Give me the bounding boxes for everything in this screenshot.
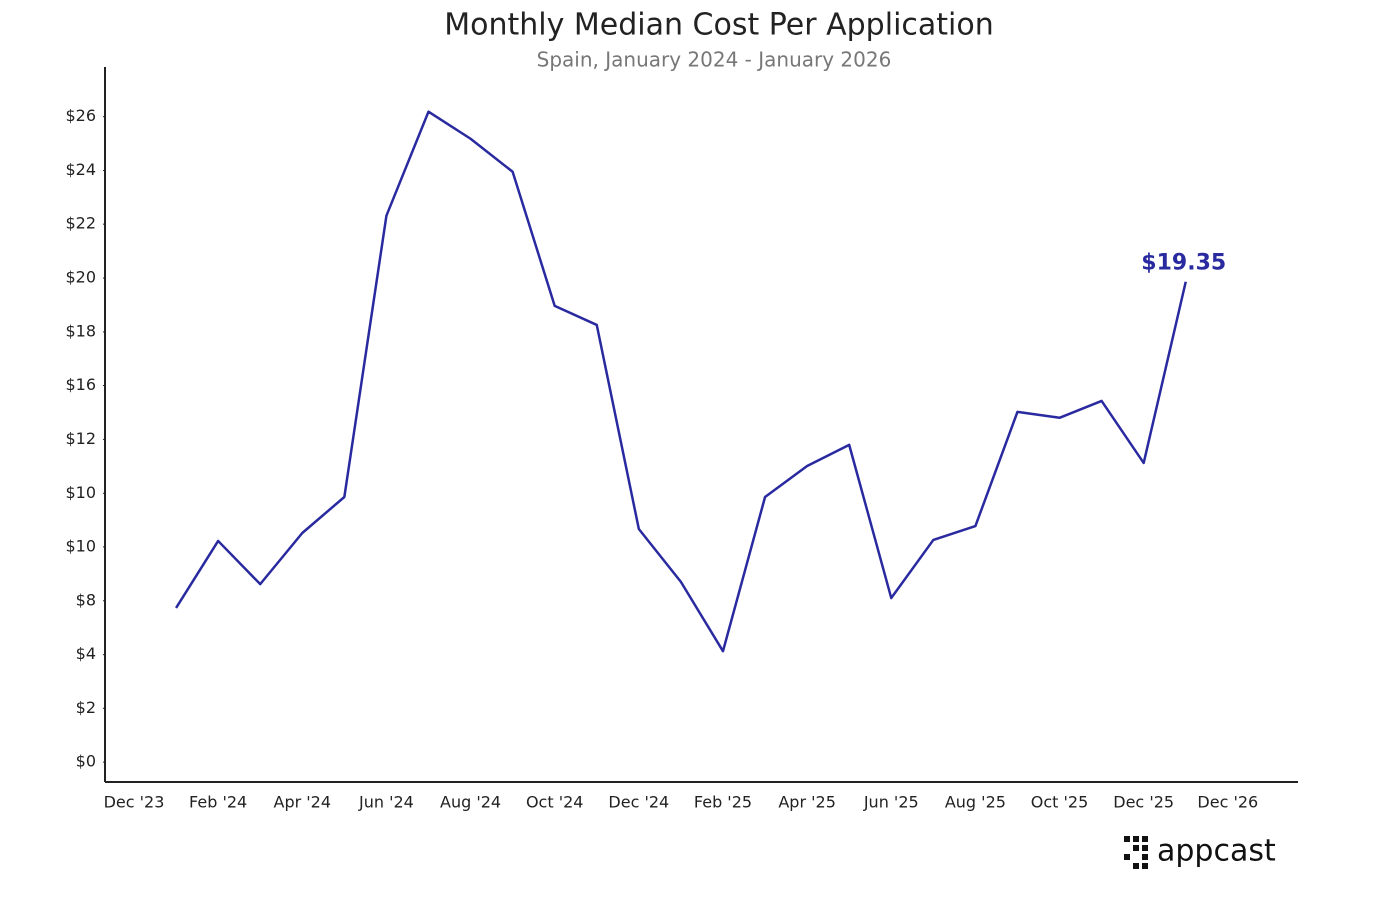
x-tick-label: Feb '24 (189, 793, 247, 812)
x-tick-label: Aug '25 (945, 793, 1006, 812)
x-tick-label: Dec '26 (1197, 793, 1258, 812)
chart-subtitle: Spain, January 2024 - January 2026 (537, 48, 892, 72)
y-tick-label: $24 (65, 160, 96, 179)
x-tick-label: Apr '24 (274, 793, 332, 812)
x-tick-label: Oct '25 (1031, 793, 1089, 812)
y-tick-label: $26 (65, 106, 96, 125)
data-label: $19.35 (1141, 251, 1226, 276)
y-tick-label: $8 (76, 590, 96, 609)
y-tick-label: $20 (65, 268, 96, 287)
x-tick-label: Dec '23 (104, 793, 165, 812)
x-tick-label: Jun '25 (863, 793, 919, 812)
y-tick-label: $10 (65, 536, 96, 555)
y-tick-label: $12 (65, 429, 96, 448)
y-tick-label: $0 (76, 752, 96, 771)
y-tick-label: $10 (65, 483, 96, 502)
y-tick-label: $22 (65, 214, 96, 233)
x-tick-label: Aug '24 (440, 793, 501, 812)
x-tick-label: Dec '24 (608, 793, 669, 812)
x-tick-label: Oct '24 (526, 793, 584, 812)
chart-title: Monthly Median Cost Per Application (444, 8, 994, 43)
x-tick-label: Jun '24 (358, 793, 414, 812)
x-tick-label: Dec '25 (1113, 793, 1174, 812)
line (175, 110, 1187, 653)
y-tick-label: $2 (76, 698, 96, 717)
y-tick-label: $18 (65, 321, 96, 340)
x-tick-label: Feb '25 (694, 793, 752, 812)
x-tick-label: Apr '25 (778, 793, 836, 812)
y-tick-label: $16 (65, 375, 96, 394)
y-tick-label: $4 (76, 644, 96, 663)
logo-icon (1124, 836, 1148, 869)
logo: appcast (1157, 834, 1276, 869)
